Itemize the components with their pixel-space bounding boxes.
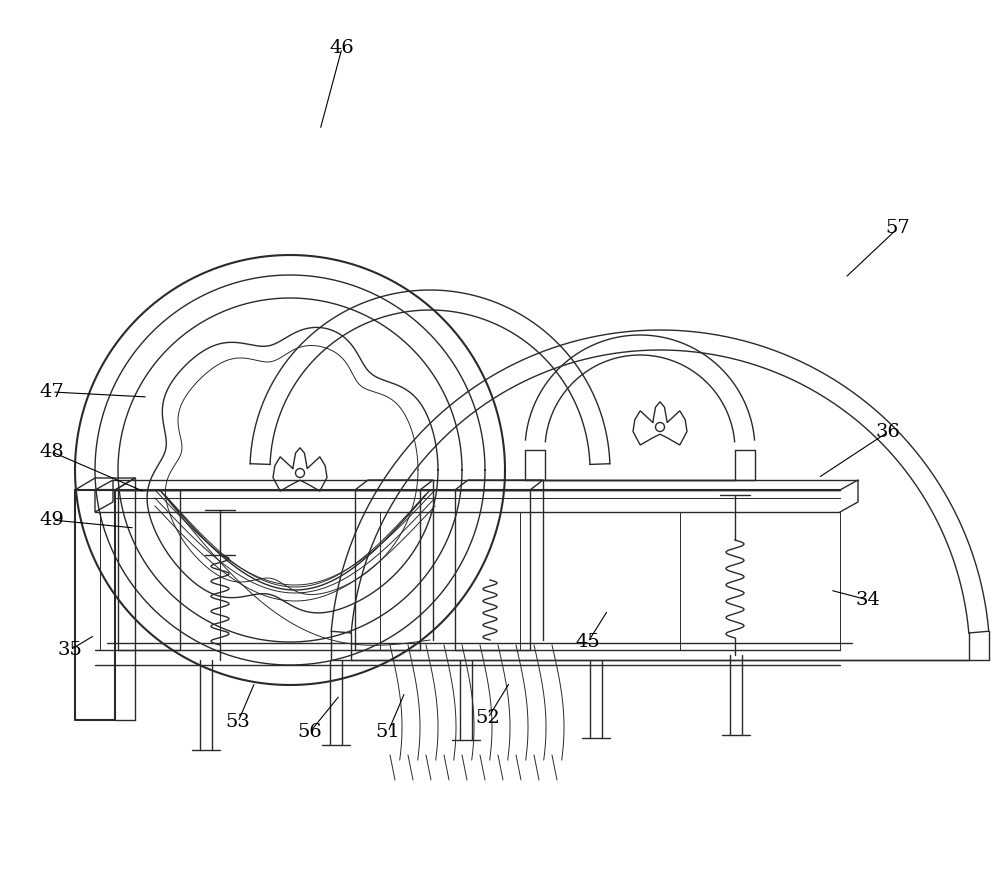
Text: 36: 36	[876, 423, 900, 441]
Text: 35: 35	[58, 641, 82, 659]
Text: 52: 52	[476, 709, 500, 727]
Text: 34: 34	[856, 591, 880, 609]
Text: 56: 56	[298, 723, 322, 741]
Text: 53: 53	[226, 713, 250, 731]
Text: 57: 57	[886, 219, 910, 237]
Text: 51: 51	[376, 723, 400, 741]
Text: 49: 49	[40, 511, 64, 529]
Text: 48: 48	[40, 443, 64, 461]
Text: 46: 46	[330, 39, 354, 57]
Text: 45: 45	[576, 633, 600, 651]
Text: 47: 47	[40, 383, 64, 401]
